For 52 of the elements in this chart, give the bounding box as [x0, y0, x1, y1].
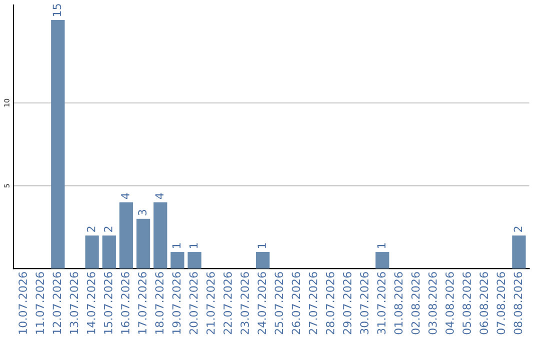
x-tick-label: 08.08.2026 [514, 272, 522, 334]
data-label: 15 [52, 4, 62, 16]
x-tick-label: 14.07.2026 [86, 272, 96, 334]
x-tick-label: 15.07.2026 [104, 272, 112, 334]
x-tick-label: 13.07.2026 [70, 272, 78, 334]
x-tick-label: 11.07.2026 [36, 272, 44, 334]
x-tick-label: 01.08.2026 [394, 272, 403, 334]
bar [85, 235, 99, 269]
x-tick-label: 16.07.2026 [121, 272, 130, 334]
bar [256, 252, 270, 269]
x-tick-label: 02.08.2026 [411, 272, 420, 334]
x-tick-label: 28.07.2026 [326, 272, 334, 334]
bar [119, 202, 134, 269]
x-tick-label: 12.07.2026 [52, 272, 62, 334]
data-label: 1 [377, 243, 386, 248]
bar [188, 252, 202, 269]
data-label: 3 [138, 210, 147, 216]
x-tick-label: 21.07.2026 [206, 272, 215, 334]
bar [512, 235, 526, 269]
data-label: 4 [155, 193, 164, 199]
x-tick-label: 27.07.2026 [308, 272, 318, 334]
x-tick-label: 19.07.2026 [172, 272, 181, 334]
data-label: 1 [172, 243, 180, 248]
bar [136, 218, 150, 269]
data-label: 2 [86, 226, 96, 232]
x-tick-label: 04.08.2026 [445, 272, 454, 334]
x-tick-label: 31.07.2026 [377, 272, 386, 334]
x-tick-label: 03.08.2026 [428, 272, 437, 334]
x-tick-label: 07.08.2026 [496, 272, 506, 334]
bar [170, 252, 184, 269]
x-tick-label: 20.07.2026 [189, 272, 198, 334]
x-tick-label: 25.07.2026 [274, 272, 284, 334]
x-tick-label: 06.08.2026 [480, 272, 488, 334]
x-tick-label: 05.08.2026 [462, 272, 471, 334]
data-label: 4 [121, 193, 130, 199]
data-label: 2 [104, 226, 112, 232]
x-tick-label: 24.07.2026 [258, 272, 266, 334]
data-label: 1 [258, 243, 266, 248]
x-tick-label: 10.07.2026 [18, 272, 27, 334]
bar [51, 20, 65, 269]
data-label: 1 [189, 243, 198, 248]
x-tick-label: 26.07.2026 [292, 272, 300, 334]
x-tick-label: 30.07.2026 [360, 272, 368, 334]
bar [154, 202, 168, 269]
x-tick-label: 23.07.2026 [240, 272, 249, 334]
x-tick-label: 22.07.2026 [223, 272, 232, 334]
x-tick-label: 18.07.2026 [155, 272, 164, 334]
bar [376, 252, 390, 269]
x-tick-label: 29.07.2026 [343, 272, 352, 334]
x-tick-label: 17.07.2026 [138, 272, 147, 334]
bar [102, 235, 116, 269]
data-label: 2 [514, 226, 522, 232]
